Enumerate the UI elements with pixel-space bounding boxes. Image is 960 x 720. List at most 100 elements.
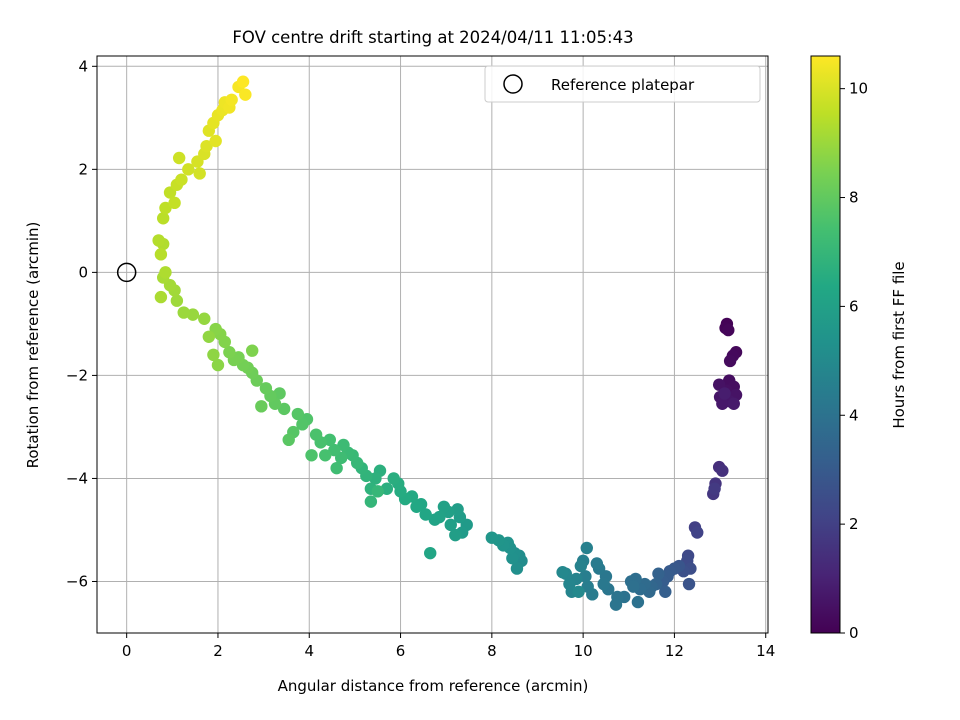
scatter-point (627, 580, 640, 593)
colorbar-gradient (810, 55, 841, 634)
scatter-point (506, 552, 519, 565)
scatter-point (424, 546, 437, 560)
scatter-point (716, 464, 729, 477)
scatter-point (198, 312, 211, 325)
colorbar-tick-label: 0 (849, 624, 859, 642)
scatter-point (428, 513, 441, 526)
scatter-point (172, 151, 186, 165)
scatter-point (682, 577, 696, 591)
scatter-point (282, 433, 295, 447)
y-axis-label: Rotation from reference (arcmin) (24, 222, 42, 469)
colorbar-tick-label: 8 (849, 189, 859, 207)
scatter-point (597, 577, 610, 591)
scatter-point (659, 585, 672, 598)
scatter-point (580, 541, 593, 555)
scatter-point (556, 566, 569, 579)
x-axis-ticks: 0 2 4 6 8 10 12 14 (122, 633, 775, 660)
scatter-point (449, 528, 462, 542)
scatter-point (236, 75, 250, 88)
y-tick-label: −4 (66, 469, 88, 487)
colorbar-label: Hours from first FF file (890, 261, 908, 428)
scatter-point (722, 323, 735, 337)
y-tick-label: 4 (78, 57, 88, 75)
scatter-point (175, 173, 188, 186)
scatter-point (305, 449, 318, 462)
x-tick-label: 6 (396, 642, 406, 660)
scatter-point (590, 557, 604, 570)
scatter-point (485, 531, 499, 544)
scatter-point (200, 139, 213, 153)
x-axis-label: Angular distance from reference (arcmin) (278, 677, 589, 695)
x-tick-label: 4 (304, 642, 314, 660)
scatter-point (410, 500, 423, 513)
scatter-point (609, 598, 623, 611)
scatter-point (328, 443, 341, 457)
scatter-point (159, 266, 172, 279)
scatter-point (182, 163, 195, 176)
x-tick-label: 0 (122, 642, 132, 660)
scatter-point (371, 485, 384, 498)
x-tick-label: 8 (487, 642, 497, 660)
colorbar-ticks: 0 2 4 6 8 10 (840, 80, 868, 642)
scatter-point (209, 134, 222, 148)
y-tick-label: 2 (78, 160, 88, 178)
scatter-point (296, 418, 309, 431)
scatter-point (631, 595, 645, 609)
scatter-point (572, 585, 585, 598)
scatter-point (202, 330, 216, 343)
x-tick-label: 2 (213, 642, 223, 660)
y-tick-label: −2 (66, 366, 88, 384)
scatter-point (723, 354, 737, 368)
scatter-point (255, 400, 268, 413)
scatter-point (437, 500, 451, 513)
scatter-point (337, 438, 350, 452)
chart-title: FOV centre drift starting at 2024/04/11 … (232, 28, 633, 47)
x-tick-label: 14 (756, 642, 775, 660)
scatter-point (691, 526, 704, 539)
x-tick-label: 10 (574, 642, 593, 660)
scatter-point (154, 290, 168, 304)
reference-platepar-marker (116, 262, 137, 283)
scatter-point (291, 407, 305, 421)
scatter-point (223, 346, 236, 359)
colorbar-tick-label: 6 (849, 297, 859, 315)
colorbar-tick-label: 4 (849, 406, 859, 424)
scatter-point (419, 508, 432, 521)
scatter-point (239, 88, 252, 101)
scatter-point (563, 577, 576, 591)
scatter-point (211, 358, 225, 372)
scatter-point (154, 248, 168, 261)
x-tick-label: 12 (665, 642, 684, 660)
scatter-points (152, 75, 743, 611)
scatter-point (277, 402, 291, 416)
legend-marker (503, 74, 523, 94)
scatter-point (330, 461, 343, 475)
scatter-point (225, 93, 238, 106)
scatter-point (444, 518, 457, 532)
plot-frame (96, 55, 769, 634)
gridlines (97, 56, 768, 633)
y-tick-label: −6 (66, 572, 88, 590)
scatter-point (716, 397, 729, 410)
scatter-point (170, 294, 184, 307)
scatter-point (207, 348, 220, 362)
scatter-point (319, 449, 332, 462)
scatter-point (718, 387, 731, 400)
scatter-point (652, 567, 665, 580)
scatter-point (708, 482, 721, 495)
scatter-point (259, 382, 273, 395)
scatter-point (245, 344, 259, 357)
colorbar: 0 2 4 6 8 10 Hours from first FF file (810, 55, 908, 642)
legend-entry: Reference platepar (551, 76, 695, 94)
scatter-point (309, 428, 323, 441)
scatter-point (510, 562, 524, 575)
scatter-point (364, 495, 378, 508)
scatter-point (387, 472, 400, 485)
scatter-point (152, 234, 165, 247)
legend-box (484, 65, 761, 103)
scatter-point (727, 397, 740, 410)
scatter-point (177, 306, 190, 319)
scatter-point (581, 580, 594, 593)
scatter-point (193, 167, 206, 180)
